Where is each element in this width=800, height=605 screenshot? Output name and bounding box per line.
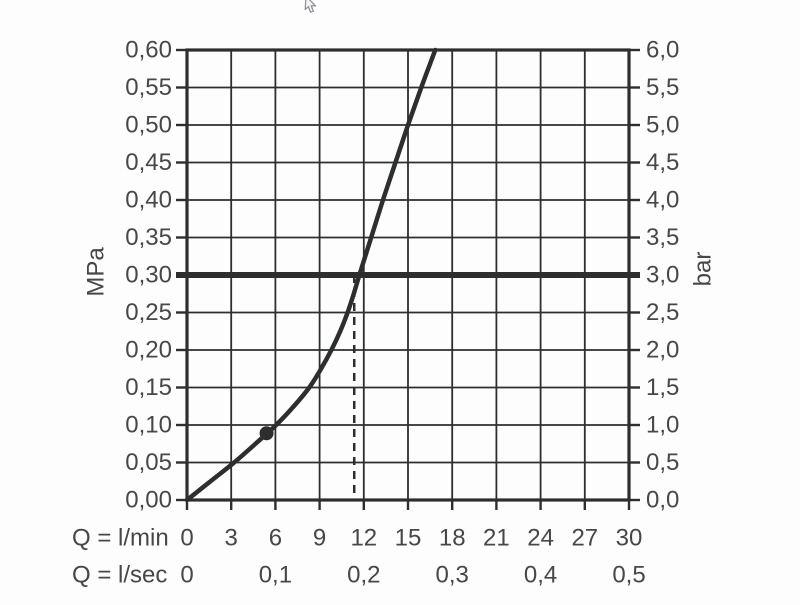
x-primary-tick-label: 0 [180, 525, 193, 552]
y-left-tick-label: 0,00 [125, 487, 172, 514]
y-right-tick-label: 5,0 [646, 112, 679, 139]
axis-ticks [176, 48, 640, 510]
y-left-tick-label: 0,15 [125, 374, 172, 401]
y-right-tick-label: 3,5 [646, 224, 679, 251]
y-right-tick-label: 4,5 [646, 149, 679, 176]
y-right-tick-label: 2,5 [646, 299, 679, 326]
y-left-tick-label: 0,40 [125, 187, 172, 214]
y-left-tick-label: 0,60 [125, 37, 172, 64]
y-left-tick-label: 0,50 [125, 112, 172, 139]
x-secondary-tick-labels: 0 0,1 0,2 0,3 0,4 0,5 [180, 562, 645, 589]
y-left-tick-label: 0,45 [125, 149, 172, 176]
x-secondary-axis-title: Q = l/sec [72, 562, 167, 589]
x-secondary-tick-label: 0,4 [524, 562, 557, 589]
y-right-tick-label: 5,5 [646, 74, 679, 101]
y-right-tick-label: 0,0 [646, 487, 679, 514]
y-right-tick-labels: 6,0 5,5 5,0 4,5 4,0 3,5 3,0 2,5 2,0 1,5 1,0 0,5 0,0 [646, 37, 679, 514]
x-primary-tick-labels: 0 3 6 9 12 15 18 21 24 27 30 [180, 525, 642, 552]
y-right-tick-label: 2,0 [646, 337, 679, 364]
y-left-tick-label: 0,20 [125, 337, 172, 364]
pressure-flow-curve [184, 47, 438, 503]
x-primary-tick-label: 3 [225, 525, 238, 552]
x-primary-tick-label: 15 [395, 525, 422, 552]
y-left-tick-labels: 0,60 0,55 0,50 0,45 0,40 0,35 0,30 0,25 0,20 0,15… [125, 37, 172, 514]
x-primary-tick-label: 12 [350, 525, 377, 552]
y-right-tick-label: 4,0 [646, 187, 679, 214]
x-primary-tick-label: 18 [439, 525, 466, 552]
x-secondary-tick-label: 0,3 [436, 562, 469, 589]
y-right-tick-label: 1,0 [646, 412, 679, 439]
y-right-tick-label: 3,0 [646, 262, 679, 289]
y-left-tick-label: 0,35 [125, 224, 172, 251]
y-left-tick-label: 0,05 [125, 449, 172, 476]
curve-marker-dot [259, 426, 274, 441]
x-secondary-tick-label: 0,2 [347, 562, 380, 589]
x-secondary-tick-label: 0,5 [612, 562, 645, 589]
grid [187, 50, 629, 500]
y-left-tick-label: 0,10 [125, 412, 172, 439]
x-primary-tick-label: 6 [269, 525, 282, 552]
y-left-tick-label: 0,30 [125, 262, 172, 289]
x-primary-axis-title: Q = l/min [72, 525, 169, 552]
x-primary-tick-label: 24 [527, 525, 554, 552]
y-right-tick-label: 6,0 [646, 37, 679, 64]
x-primary-tick-label: 27 [571, 525, 598, 552]
x-secondary-tick-label: 0 [180, 562, 193, 589]
y-right-axis-title: bar [690, 252, 717, 287]
y-right-tick-label: 1,5 [646, 374, 679, 401]
x-primary-tick-label: 21 [483, 525, 510, 552]
y-left-tick-label: 0,25 [125, 299, 172, 326]
x-primary-tick-label: 30 [616, 525, 643, 552]
y-left-tick-label: 0,55 [125, 74, 172, 101]
x-secondary-tick-label: 0,1 [259, 562, 292, 589]
y-right-tick-label: 0,5 [646, 449, 679, 476]
mouse-cursor-icon [304, 0, 317, 13]
x-primary-tick-label: 9 [313, 525, 326, 552]
y-left-axis-title: MPa [83, 247, 110, 297]
